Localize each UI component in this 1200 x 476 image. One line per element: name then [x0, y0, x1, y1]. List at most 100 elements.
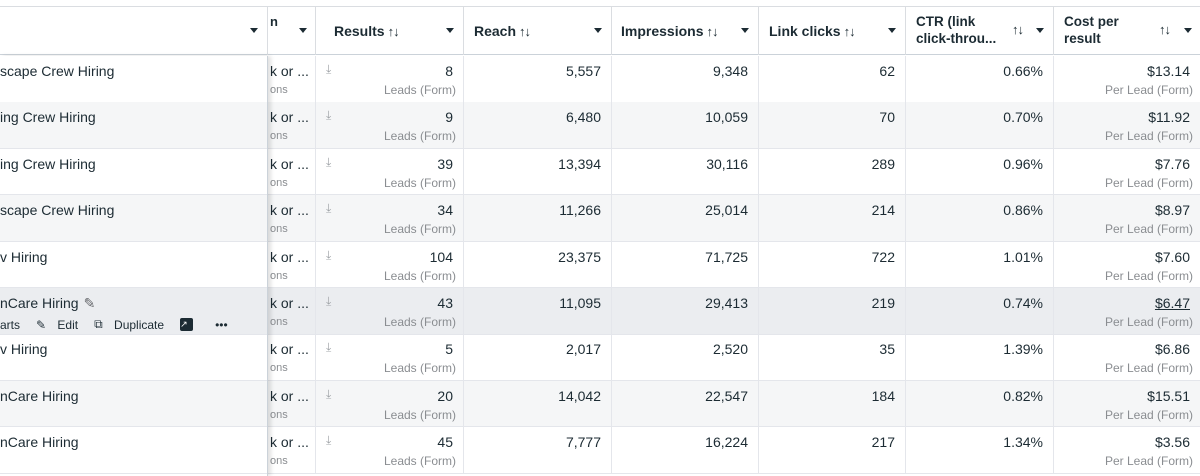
download-icon[interactable]: ⤓	[326, 62, 332, 76]
sort-icon[interactable]: ↑↓	[1159, 22, 1171, 37]
name-cell[interactable]: ing Crew Hiring	[0, 102, 268, 148]
ctr-cell: 0.96%	[906, 148, 1054, 195]
name-cell[interactable]: nCare Hiring	[0, 380, 268, 427]
download-icon[interactable]: ⤓	[326, 386, 332, 401]
cost-per-result-cell: $6.47 Per Lead (Form)	[1054, 288, 1200, 334]
impressions-value: 10,059	[705, 109, 748, 126]
delivery-cell[interactable]: k or ... ons	[268, 195, 316, 241]
column-header-cost-per-result[interactable]: Cost per result ↑↓	[1054, 7, 1200, 55]
download-icon[interactable]: ⤓	[326, 340, 332, 355]
table-row[interactable]: nCare Hiring k or ... ons ⤓ 45 Leads (Fo…	[0, 427, 1200, 474]
cost-per-result-type: Per Lead (Form)	[1104, 222, 1193, 237]
charts-button[interactable]: arts	[0, 317, 21, 332]
impressions-value: 16,224	[705, 434, 748, 451]
cell-subtext: ons	[270, 130, 288, 143]
campaign-name[interactable]: nCare Hiring	[0, 387, 79, 404]
link-clicks-cell: 214	[759, 195, 906, 241]
campaign-name[interactable]: scape Crew Hiring	[0, 202, 115, 219]
reach-value: 23,375	[558, 248, 601, 265]
more-button[interactable]: •••	[215, 317, 228, 332]
sort-icon[interactable]: ↑↓	[1012, 22, 1024, 37]
column-header-impressions[interactable]: Impressions ↑↓	[612, 7, 759, 55]
ctr-cell: 0.82%	[906, 380, 1054, 427]
open-icon[interactable]: ↗	[180, 318, 194, 331]
download-icon[interactable]: ⤓	[326, 294, 332, 308]
cost-per-result-cell: $8.97 Per Lead (Form)	[1054, 195, 1200, 241]
name-cell[interactable]: nCare Hiring	[0, 427, 268, 473]
column-header-reach[interactable]: Reach ↑↓	[464, 7, 612, 55]
ctr-header-line2: click-throu...	[916, 31, 997, 46]
chevron-down-icon[interactable]	[1184, 28, 1192, 33]
chevron-down-icon[interactable]	[741, 28, 749, 33]
download-icon[interactable]: ⤓	[326, 154, 332, 169]
table-row[interactable]: v Hiring k or ... ons ⤓ 104 Leads (Form)…	[0, 241, 1200, 289]
name-cell[interactable]: v Hiring	[0, 241, 268, 288]
row-actions: arts ✎ Edit ⧉ Duplicate ↗ •••	[0, 317, 236, 332]
campaign-name[interactable]: v Hiring	[0, 341, 48, 358]
results-value: 34	[437, 202, 453, 219]
column-header-cut[interactable]: n	[268, 7, 316, 55]
sort-icon[interactable]: ↑↓	[519, 24, 531, 39]
chevron-down-icon[interactable]	[888, 28, 896, 33]
delivery-cell[interactable]: k or ... ons	[268, 148, 316, 195]
chevron-down-icon[interactable]	[446, 28, 454, 33]
cost-per-result-value: $3.56	[1154, 434, 1190, 451]
sort-icon[interactable]: ↑↓	[843, 24, 856, 39]
sort-icon[interactable]: ↑↓	[387, 24, 400, 39]
column-header-link-clicks[interactable]: Link clicks ↑↓	[759, 7, 906, 55]
campaign-name[interactable]: v Hiring	[0, 248, 48, 265]
reach-value: 5,557	[565, 63, 601, 79]
download-icon[interactable]: ⤓	[326, 108, 332, 123]
cost-per-result-value[interactable]: $6.47	[1154, 295, 1190, 311]
table-row[interactable]: nCare Hiring ✎ arts ✎ Edit ⧉ Duplicate ↗ …	[0, 288, 1200, 335]
chevron-down-icon[interactable]	[250, 28, 258, 33]
cell-text: k or ...	[270, 155, 309, 172]
campaign-name[interactable]: ing Crew Hiring	[0, 155, 96, 172]
delivery-cell[interactable]: k or ... ons	[268, 56, 316, 102]
name-cell[interactable]: nCare Hiring ✎ arts ✎ Edit ⧉ Duplicate ↗ …	[0, 288, 268, 334]
name-cell[interactable]: scape Crew Hiring	[0, 56, 268, 102]
results-value: 39	[437, 155, 453, 172]
campaign-name[interactable]: nCare Hiring	[0, 434, 79, 451]
name-cell[interactable]: ing Crew Hiring	[0, 148, 268, 195]
link-clicks-cell: 62	[759, 56, 906, 102]
table-row[interactable]: v Hiring k or ... ons ⤓ 5 Leads (Form) 2…	[0, 334, 1200, 381]
column-header-results[interactable]: Results ↑↓	[316, 7, 464, 55]
column-header-name[interactable]	[0, 7, 268, 55]
cell-subtext: ons	[270, 408, 288, 421]
delivery-cell[interactable]: k or ... ons	[268, 334, 316, 380]
cell-text: k or ...	[270, 63, 309, 79]
delivery-cell[interactable]: k or ... ons	[268, 241, 316, 288]
results-type: Leads (Form)	[383, 361, 456, 376]
delivery-cell[interactable]: k or ... ons	[268, 427, 316, 473]
table-row[interactable]: scape Crew Hiring k or ... ons ⤓ 34 Lead…	[0, 195, 1200, 242]
name-cell[interactable]: scape Crew Hiring	[0, 195, 268, 241]
column-header-ctr[interactable]: CTR (link click-throu... ↑↓	[906, 7, 1054, 55]
edit-button[interactable]: ✎ Edit	[36, 317, 79, 332]
table-row[interactable]: scape Crew Hiring k or ... ons ⤓ 8 Leads…	[0, 56, 1200, 103]
chevron-down-icon[interactable]	[594, 28, 602, 33]
delivery-cell[interactable]: k or ... ons	[268, 102, 316, 148]
chevron-down-icon[interactable]	[1036, 28, 1044, 33]
table-row[interactable]: ing Crew Hiring k or ... ons ⤓ 39 Leads …	[0, 148, 1200, 196]
cost-per-result-type: Per Lead (Form)	[1104, 175, 1193, 190]
campaign-name[interactable]: scape Crew Hiring	[0, 63, 115, 79]
cost-per-result-value: $15.51	[1147, 387, 1190, 404]
impressions-cell: 16,224	[612, 427, 759, 473]
download-icon[interactable]: ⤓	[326, 247, 332, 262]
table-row[interactable]: nCare Hiring k or ... ons ⤓ 20 Leads (Fo…	[0, 380, 1200, 428]
table-row[interactable]: ing Crew Hiring k or ... ons ⤓ 9 Leads (…	[0, 102, 1200, 149]
duplicate-button[interactable]: ⧉ Duplicate	[94, 317, 165, 332]
pencil-icon[interactable]: ✎	[83, 295, 96, 311]
name-cell[interactable]: v Hiring	[0, 334, 268, 380]
download-icon[interactable]: ⤓	[326, 201, 332, 216]
impressions-cell: 9,348	[612, 56, 759, 102]
sort-icon[interactable]: ↑↓	[706, 24, 718, 39]
download-icon[interactable]: ⤓	[326, 433, 332, 448]
campaign-name[interactable]: ing Crew Hiring	[0, 109, 96, 126]
delivery-cell[interactable]: k or ... ons	[268, 380, 316, 427]
delivery-cell[interactable]: k or ... ons	[268, 288, 316, 334]
ctr-value: 0.82%	[1003, 387, 1043, 404]
campaign-name[interactable]: nCare Hiring	[0, 295, 79, 311]
chevron-down-icon[interactable]	[299, 28, 307, 33]
